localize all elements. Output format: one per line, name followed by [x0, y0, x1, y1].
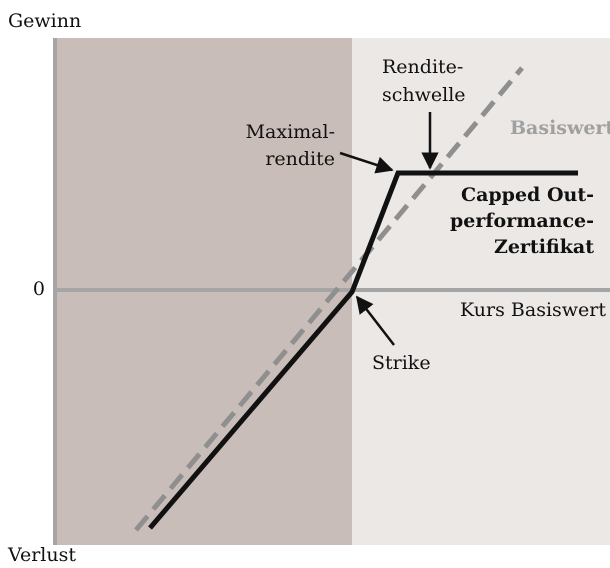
underlying-line	[134, 66, 524, 532]
zero-label: 0	[33, 278, 45, 300]
max-label: rendite	[265, 148, 335, 170]
arrow-max	[339, 151, 394, 174]
threshold-label: Rendite-	[382, 56, 463, 78]
certificate-label: performance-	[450, 210, 594, 232]
max-label: Maximal-	[246, 121, 335, 143]
arrow-strike	[355, 295, 395, 346]
y-bottom-label: Verlust	[7, 544, 76, 566]
x-label: Kurs Basiswert	[460, 299, 606, 321]
threshold-label: schwelle	[382, 84, 466, 106]
certificate-line	[148, 170, 578, 530]
y-top-label: Gewinn	[8, 10, 81, 32]
underlying-label: Basiswert	[510, 117, 610, 139]
strike-label: Strike	[372, 352, 431, 374]
certificate-label: Capped Out-	[461, 184, 594, 206]
certificate-label: Zertifikat	[494, 236, 594, 258]
